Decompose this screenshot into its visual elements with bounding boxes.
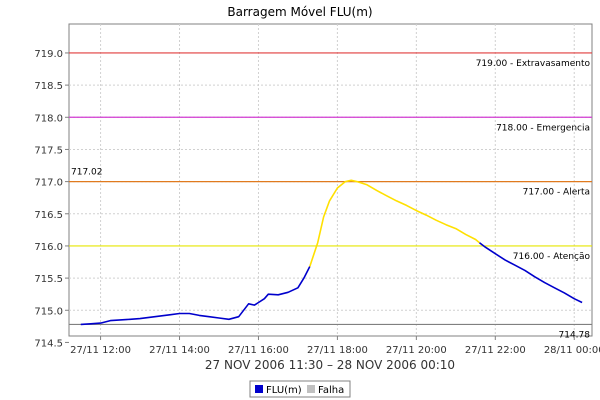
y-tick-label: 716.0 bbox=[34, 242, 63, 253]
y-tick-label: 718.5 bbox=[34, 81, 63, 92]
legend-swatch bbox=[307, 385, 315, 393]
legend-label: FLU(m) bbox=[266, 385, 302, 396]
reference-line-label: 717.00 - Alerta bbox=[523, 188, 590, 198]
y-axis: 714.5 715.0 715.5 716.0 716.5 717.0 717.5 718.0… bbox=[34, 49, 69, 349]
y-tick-label: 715.0 bbox=[34, 306, 63, 317]
series-line bbox=[309, 179, 481, 267]
legend-label: Falha bbox=[318, 385, 344, 396]
y-tick-label: 717.0 bbox=[34, 178, 63, 189]
date-range-subtitle: 27 NOV 2006 11:30 – 28 NOV 2006 00:10 bbox=[205, 358, 455, 372]
y-tick-label: 718.0 bbox=[34, 113, 63, 124]
y-tick-label: 719.0 bbox=[34, 49, 63, 60]
x-tick-label: 27/11 12:00 bbox=[70, 345, 131, 356]
legend-box bbox=[249, 380, 351, 398]
reference-lines: 719.00 - Extravasamento 718.00 - Emergenc… bbox=[69, 52, 592, 340]
x-tick-label: 27/11 18:00 bbox=[307, 345, 368, 356]
y-tick-label: 715.5 bbox=[34, 274, 63, 285]
legend: FLU(m) Falha bbox=[249, 380, 351, 398]
reference-line-label: 714.78 bbox=[559, 330, 591, 340]
max-value-label: 717.02 bbox=[71, 167, 103, 177]
y-tick-label: 714.5 bbox=[34, 338, 63, 349]
reference-line-label: 716.00 - Atenção bbox=[513, 252, 591, 262]
x-tick-label: 28/11 00:00 bbox=[544, 345, 600, 356]
reference-line-label: 719.00 - Extravasamento bbox=[476, 59, 591, 69]
legend-swatch bbox=[255, 385, 263, 393]
x-axis: 27/11 12:00 27/11 14:00 27/11 16:00 27/11 1… bbox=[70, 336, 600, 356]
plot-area bbox=[68, 23, 593, 337]
series-line bbox=[80, 266, 311, 326]
chart-title: Barragem Móvel FLU(m) bbox=[227, 5, 372, 19]
x-tick-label: 27/11 22:00 bbox=[465, 345, 526, 356]
reference-line-label: 718.00 - Emergencia bbox=[496, 123, 590, 133]
x-tick-label: 27/11 20:00 bbox=[386, 345, 447, 356]
y-tick-label: 716.5 bbox=[34, 210, 63, 221]
series-line bbox=[479, 242, 583, 304]
y-tick-label: 717.5 bbox=[34, 145, 63, 156]
data-series bbox=[80, 179, 583, 326]
x-tick-label: 27/11 14:00 bbox=[149, 345, 210, 356]
x-tick-label: 27/11 16:00 bbox=[228, 345, 289, 356]
